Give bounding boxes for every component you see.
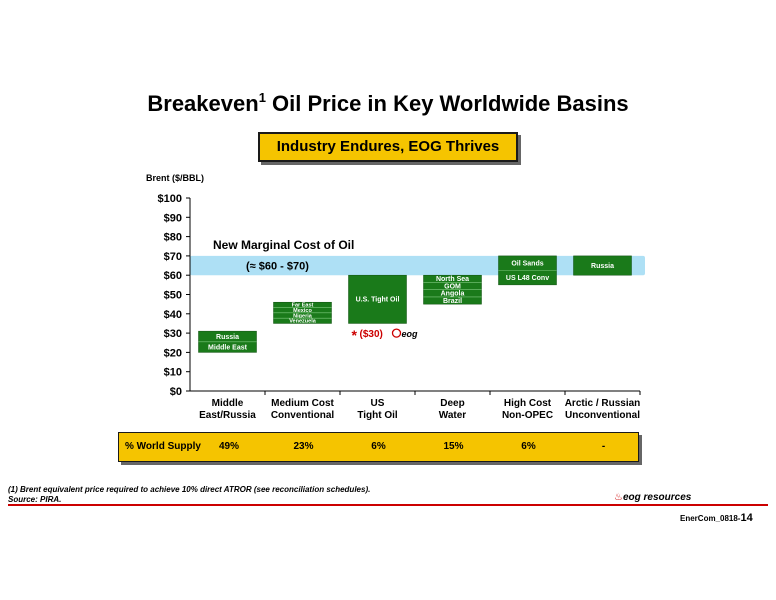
segment-label: Far East [292,303,314,309]
breakeven-chart: Brent ($/BBL) New Marginal Cost of Oil (≈ … [146,173,645,421]
marginal-cost-label: New Marginal Cost of Oil [213,238,354,252]
segment-label: North Sea [436,276,469,283]
category-label: East/Russia [199,410,256,421]
y-tick-label: $100 [158,193,182,205]
world-supply-value: 23% [293,441,314,452]
y-tick-label: $80 [164,232,182,244]
category-label: Tight Oil [357,410,398,421]
segment-label: Russia [216,334,239,341]
y-axis-label: Brent ($/BBL) [146,173,204,183]
headline-banner: Industry Endures, EOG Thrives [258,132,518,162]
world-supply-value: 6% [371,441,386,452]
category-label: Middle [212,398,244,409]
category-label: Arctic / Russian [565,398,641,409]
segment-label: Oil Sands [511,260,543,267]
segment-label: Angola [441,291,465,298]
title-text-rest: Oil Price in Key Worldwide Basins [265,91,629,116]
eog-flame-icon [391,328,402,338]
y-tick-label: $50 [164,290,182,302]
y-tick-label: $0 [170,386,182,398]
y-tick-label: $30 [164,328,182,340]
marginal-cost-range: (≈ $60 - $70) [246,261,309,273]
category-label: Unconventional [565,410,640,421]
world-supply-value: 15% [443,441,464,452]
eog-marker-label: ($30) [360,329,383,340]
category-label: Deep [440,398,464,409]
slide-code: EnerCom_0818-14 [680,512,753,524]
world-supply-value: 6% [521,441,536,452]
eog-logo: ♨eog resources [614,492,691,503]
range-bar [348,274,407,324]
world-supply-value: 49% [218,441,239,452]
segment-label: U.S. Tight Oil [356,297,400,304]
category-label: Medium Cost [271,398,334,409]
segment-label: Venezuela [289,319,317,325]
category-label: Conventional [271,410,335,421]
eog-marker-star: * [352,327,358,343]
eog-marker-logo: eog [402,329,419,339]
eog-flame-icon: ♨ [614,492,623,503]
logo-text: eog resources [622,492,692,503]
range-bar [573,255,632,276]
segment-label: Russia [591,263,614,270]
footnote: (1) Brent equivalent price required to a… [8,485,370,505]
segment-label: US L48 Conv [506,275,549,282]
category-label: Non-OPEC [502,410,553,421]
slide-number: 14 [740,512,753,524]
world-supply-row: % World Supply 49% 23% 6% 15% 6% - [118,432,639,462]
segment-label: Mexico [293,308,312,314]
segment-label: Middle East [208,344,248,351]
footnote-text: (1) Brent equivalent price required to a… [8,485,371,494]
category-label: US [371,398,385,409]
page-title: Breakeven1 Oil Price in Key Worldwide Ba… [0,90,776,117]
slide-code-text: EnerCom_0818- [680,514,741,523]
y-tick-label: $10 [164,367,182,379]
title-text: Breakeven [147,91,259,116]
segment-label: Nigeria [293,313,313,319]
segment-label: Brazil [443,298,462,305]
category-label: High Cost [504,398,552,409]
y-tick-label: $20 [164,347,182,359]
world-supply-label: % World Supply [125,441,201,452]
footer-rule [8,504,768,506]
category-label: Water [439,410,467,421]
world-supply-value: - [601,441,606,452]
source-text: Source: PIRA. [8,495,62,504]
y-tick-label: $70 [164,251,182,263]
y-tick-label: $40 [164,309,182,321]
title-superscript: 1 [258,90,266,105]
y-tick-label: $60 [164,270,182,282]
segment-label: GOM [444,283,461,290]
y-tick-label: $90 [164,212,182,224]
